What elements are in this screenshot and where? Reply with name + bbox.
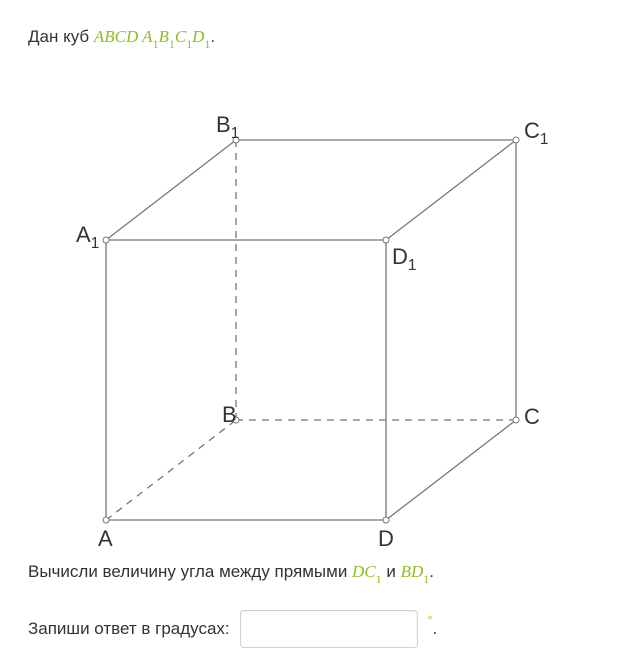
text-prefix: Дан куб [28, 27, 94, 46]
answer-period: . [432, 619, 437, 638]
label-A: A [98, 526, 113, 550]
vertex-C1 [513, 137, 519, 143]
segment-dc1: DC1 [352, 562, 382, 581]
label-B1: B1 [216, 112, 239, 142]
label-D: D [378, 526, 394, 550]
label-C: C [524, 404, 540, 429]
label-C1: C1 [524, 118, 548, 148]
edge-A1-B1 [106, 140, 236, 240]
answer-row: Запиши ответ в градусах: °. [28, 610, 590, 648]
answer-input[interactable] [240, 610, 418, 648]
vertex-C [513, 417, 519, 423]
degree-symbol: ° [428, 613, 433, 627]
vertex-D1 [383, 237, 389, 243]
cube-svg: A B C D A1 B1 C1 D1 [76, 80, 556, 550]
text-q-mid: и [382, 562, 401, 581]
cube-name: ABCD A1B1C1D1 [94, 27, 211, 46]
text-suffix: . [210, 27, 215, 46]
label-D1: D1 [392, 244, 416, 274]
label-B: B [222, 402, 237, 427]
edge-C1-D1 [386, 140, 516, 240]
label-A1: A1 [76, 222, 99, 252]
text-q-prefix: Вычисли величину угла между прямыми [28, 562, 352, 581]
problem-statement-line2: Вычисли величину угла между прямыми DC1 … [28, 559, 590, 587]
vertex-A [103, 517, 109, 523]
vertex-A1 [103, 237, 109, 243]
answer-label: Запиши ответ в градусах: [28, 616, 230, 642]
problem-statement-line1: Дан куб ABCD A1B1C1D1. [28, 24, 590, 52]
answer-unit-and-period: °. [428, 616, 438, 642]
segment-bd1: BD1 [401, 562, 430, 581]
edge-A-B [106, 420, 236, 520]
edge-D-C [386, 420, 516, 520]
vertex-D [383, 517, 389, 523]
text-q-suffix: . [429, 562, 434, 581]
cube-diagram: A B C D A1 B1 C1 D1 [76, 80, 590, 555]
